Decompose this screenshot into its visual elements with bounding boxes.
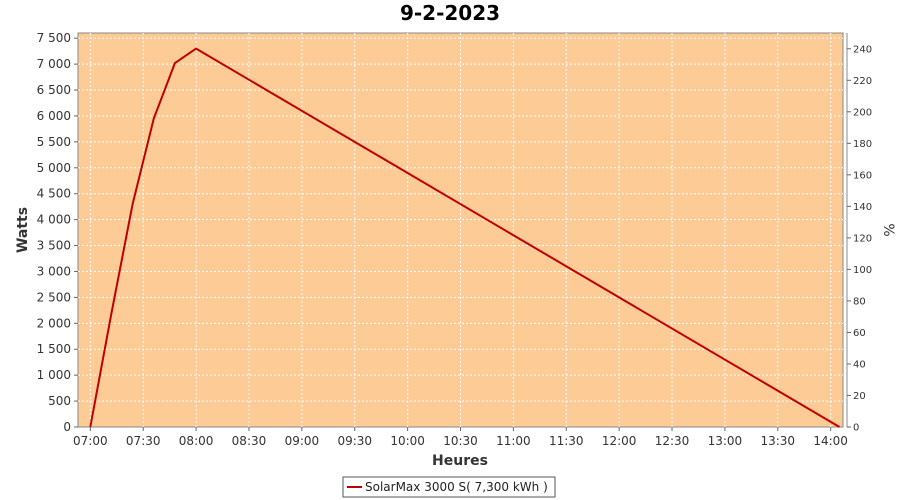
x-tick-label: 10:00 bbox=[390, 434, 425, 448]
x-axis-label: Heures bbox=[432, 453, 488, 469]
y2-tick-label: 180 bbox=[853, 139, 872, 150]
y-tick-label: 3 500 bbox=[37, 239, 71, 253]
x-axis: 07:00 07:30 08:00 08:30 09:00 09:30 10:00 10:30… bbox=[73, 427, 848, 448]
y2-tick-label: 0 bbox=[853, 423, 859, 434]
x-tick-label: 12:00 bbox=[602, 434, 637, 448]
y2-tick-label: 200 bbox=[853, 107, 872, 118]
y2-axis: 0 20 40 60 80 100 120 140 160 180 200 220 240 bbox=[846, 33, 872, 434]
x-tick-label: 08:30 bbox=[232, 434, 267, 448]
series-layer bbox=[89, 47, 841, 428]
legend: SolarMax 3000 S( 7,300 kWh ) bbox=[342, 476, 556, 498]
x-tick-label: 07:00 bbox=[73, 434, 108, 448]
x-tick-label: 09:30 bbox=[337, 434, 372, 448]
y2-tick-label: 20 bbox=[853, 391, 866, 402]
y-tick-label: 3 000 bbox=[37, 264, 71, 278]
x-tick-label: 10:30 bbox=[443, 434, 478, 448]
y-tick-label: 6 000 bbox=[37, 109, 71, 123]
y2-tick-label: 80 bbox=[853, 296, 866, 307]
x-tick-label: 13:30 bbox=[760, 434, 795, 448]
x-tick-label: 08:00 bbox=[179, 434, 214, 448]
y-tick-label: 0 bbox=[63, 420, 71, 434]
y2-tick-label: 220 bbox=[853, 76, 872, 87]
y-tick-label: 2 500 bbox=[37, 290, 71, 304]
x-tick-label: 11:00 bbox=[496, 434, 531, 448]
y2-tick-label: 100 bbox=[853, 265, 872, 276]
y2-axis-label: % bbox=[880, 223, 896, 236]
y2-tick-label: 240 bbox=[853, 44, 872, 55]
y-tick-label: 5 500 bbox=[37, 135, 71, 149]
y-tick-label: 5 000 bbox=[37, 161, 71, 175]
y-tick-label: 1 500 bbox=[37, 342, 71, 356]
x-tick-label: 07:30 bbox=[126, 434, 161, 448]
y2-tick-label: 60 bbox=[853, 328, 866, 339]
y-tick-label: 4 000 bbox=[37, 213, 71, 227]
y2-tick-label: 140 bbox=[853, 202, 872, 213]
y2-tick-label: 40 bbox=[853, 359, 866, 370]
chart-title: 9-2-2023 bbox=[400, 1, 500, 25]
y-tick-label: 6 500 bbox=[37, 83, 71, 97]
x-tick-label: 11:30 bbox=[549, 434, 584, 448]
y2-tick-label: 160 bbox=[853, 170, 872, 181]
x-tick-label: 09:00 bbox=[285, 434, 320, 448]
x-tick-label: 13:00 bbox=[708, 434, 743, 448]
y-axis-label: Watts bbox=[15, 207, 31, 253]
y-tick-label: 2 000 bbox=[37, 316, 71, 330]
grid bbox=[78, 33, 843, 427]
y-axis: 0 500 1 000 1 500 2 000 2 500 3 000 3 500 4 000 4… bbox=[37, 31, 78, 434]
y-tick-label: 1 000 bbox=[37, 368, 71, 382]
y-tick-label: 500 bbox=[48, 394, 71, 408]
series-line bbox=[89, 47, 841, 428]
x-tick-label: 14:00 bbox=[813, 434, 848, 448]
y-tick-label: 7 000 bbox=[37, 57, 71, 71]
y2-tick-label: 120 bbox=[853, 233, 872, 244]
legend-label: SolarMax 3000 S( 7,300 kWh ) bbox=[365, 480, 548, 494]
x-tick-label: 12:30 bbox=[655, 434, 690, 448]
legend-box bbox=[342, 476, 556, 498]
y-tick-label: 7 500 bbox=[37, 31, 71, 45]
y-tick-label: 4 500 bbox=[37, 187, 71, 201]
